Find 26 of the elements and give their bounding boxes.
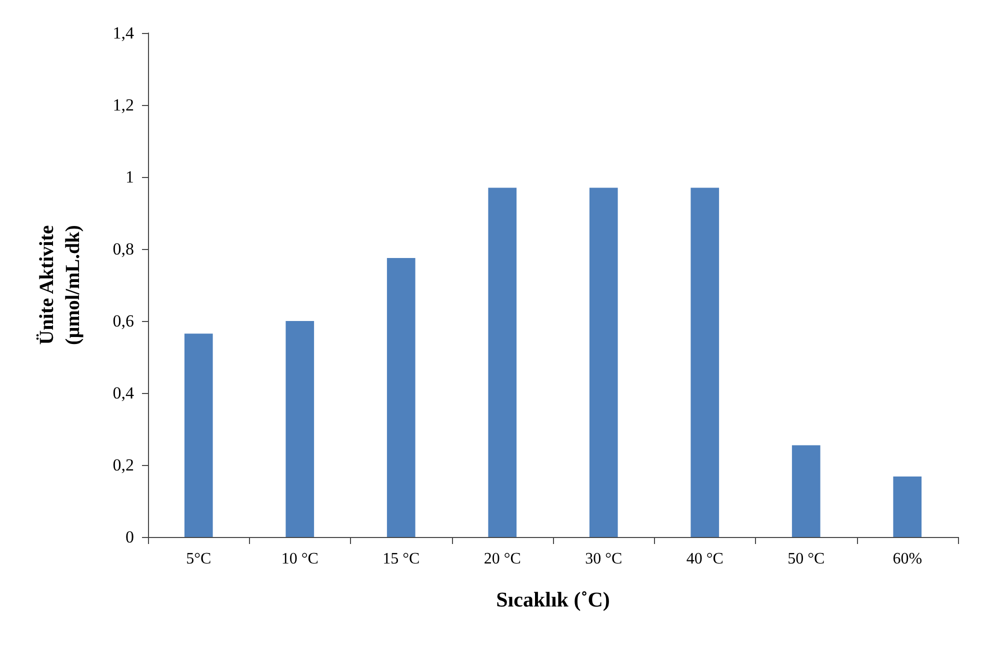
x-tick-label: 50 °C xyxy=(788,550,825,568)
bar xyxy=(184,334,213,537)
y-tick-label: 0,6 xyxy=(112,312,134,330)
y-tick-label: 1,4 xyxy=(112,24,134,42)
bar xyxy=(893,476,922,537)
y-tick-label: 0,4 xyxy=(112,384,134,402)
x-tick-label: 15 °C xyxy=(382,550,420,568)
x-axis-title: Sıcaklık (˚C) xyxy=(496,588,610,612)
x-tick-label: 5°C xyxy=(186,550,212,568)
x-tick-label: 60% xyxy=(892,550,922,568)
y-tick-label: 0,2 xyxy=(112,456,134,474)
bar xyxy=(589,188,618,537)
x-tick-label: 30 °C xyxy=(585,550,622,568)
y-tick-label: 1 xyxy=(126,168,134,186)
bar xyxy=(286,321,314,537)
y-tick-label: 1,2 xyxy=(112,96,134,114)
bar xyxy=(488,188,517,537)
bar xyxy=(386,258,416,537)
x-tick-label: 20 °C xyxy=(484,550,521,568)
bar xyxy=(792,445,820,537)
y-axis-title: Ünite Aktivite (µmol/mL.dk) xyxy=(36,225,84,345)
bar xyxy=(690,188,720,537)
x-tick-label: 10 °C xyxy=(281,550,318,568)
x-tick-label: 40 °C xyxy=(686,550,724,568)
y-tick-label: 0,8 xyxy=(112,240,134,258)
y-tick-label: 0 xyxy=(126,528,134,546)
